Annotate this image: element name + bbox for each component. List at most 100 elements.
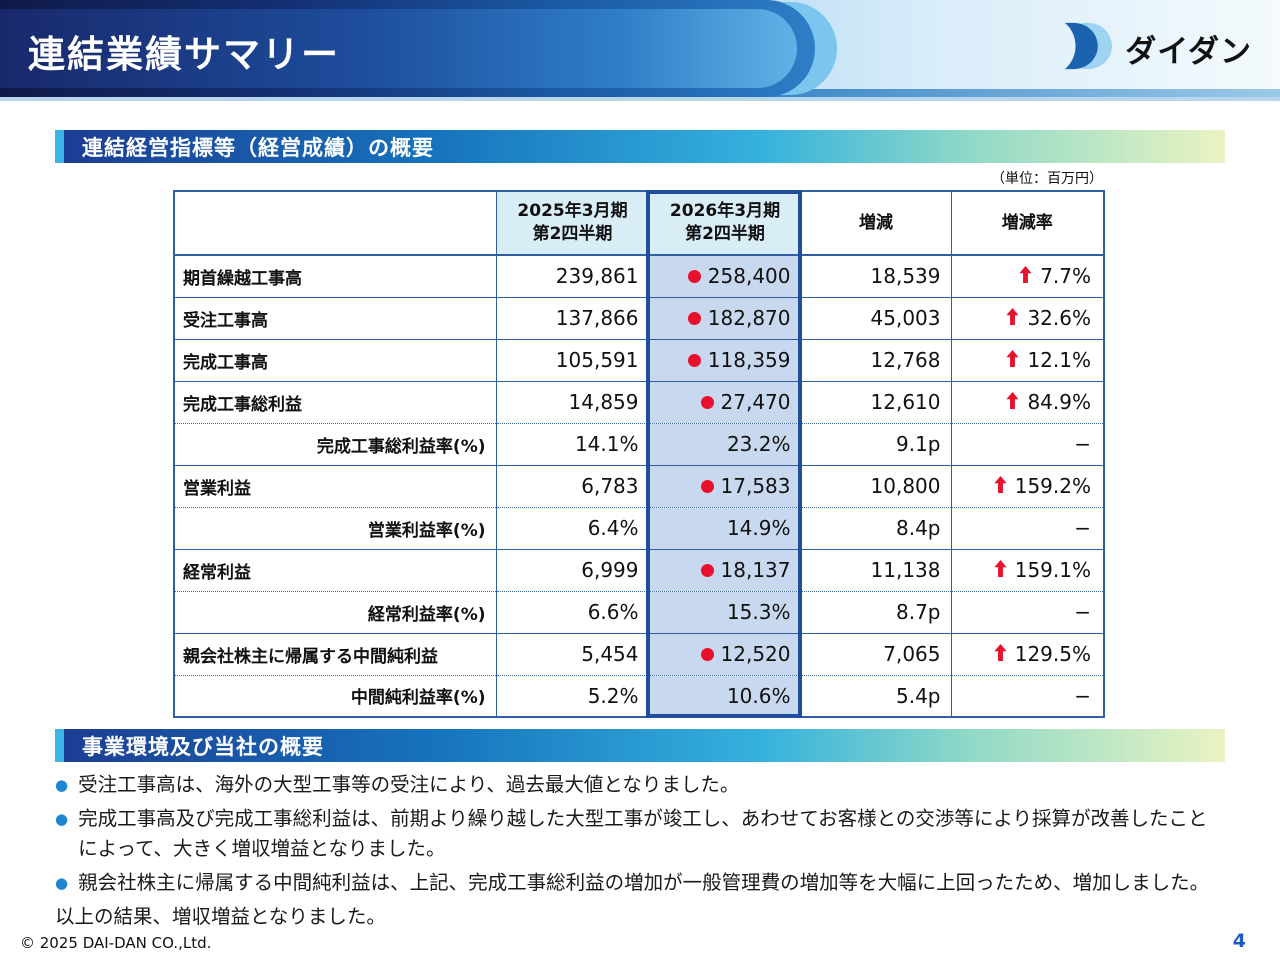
table-row: 経常利益率(%) 6.6% 15.3% 8.7p − <box>173 591 1105 634</box>
value-2026: 23.2% <box>648 423 802 466</box>
page-title: 連結業績サマリー <box>28 33 340 76</box>
value-2026-text: 258,400 <box>707 264 791 289</box>
value-2026-text: 23.2% <box>726 432 791 456</box>
company-logo-text: ダイダン <box>1125 33 1252 70</box>
value-2026-text: 182,870 <box>707 306 791 330</box>
up-arrow-icon <box>994 558 1007 582</box>
table-row: 営業利益 6,783 17,583 10,800 159.2% <box>173 465 1105 508</box>
section-performance-title: 連結経営指標等（経営成績）の概要 <box>64 130 1225 163</box>
table-row: 期首繰越工事高 239,861 258,400 18,539 7.7% <box>173 255 1105 298</box>
table-row: 親会社株主に帰属する中間純利益 5,454 12,520 7,065 129.5% <box>173 633 1105 676</box>
value-change-rate: 159.1% <box>950 549 1105 592</box>
value-diff: 18,539 <box>800 255 952 298</box>
closing-line: 以上の結果、増収増益となりました。 <box>55 905 386 928</box>
row-label: 親会社株主に帰属する中間純利益 <box>173 633 497 676</box>
column-header-diff: 増減 <box>800 191 952 256</box>
highlight-dot-icon <box>687 312 701 325</box>
value-2026-text: 18,137 <box>720 558 791 582</box>
table-row: 完成工事高 105,591 118,359 12,768 12.1% <box>173 339 1105 382</box>
results-table-wrapper: 2025年3月期 第2四半期 2026年3月期 第2四半期 増減 増減率 期首繰… <box>173 190 1105 718</box>
value-change-rate: 32.6% <box>950 297 1105 340</box>
section-accent-bar <box>55 729 64 762</box>
row-label: 完成工事高 <box>173 339 497 382</box>
highlight-dot-icon <box>687 270 701 284</box>
slide-header: 連結業績サマリー ダイダン <box>0 0 1280 97</box>
value-2025: 6.4% <box>495 507 650 550</box>
value-2025: 6.6% <box>495 591 650 634</box>
value-change-text: − <box>1074 516 1091 540</box>
value-change-rate: − <box>950 507 1105 550</box>
value-2026: 17,583 <box>648 465 802 508</box>
column-header-blank <box>173 191 497 256</box>
value-diff: 8.7p <box>800 591 952 634</box>
row-label: 営業利益 <box>173 465 497 508</box>
value-change-text: 129.5% <box>1014 642 1091 666</box>
value-2026: 12,520 <box>648 633 802 676</box>
value-2025: 14.1% <box>495 423 650 466</box>
bullet-dot-icon: ● <box>55 776 69 794</box>
value-2025: 14,859 <box>495 381 650 424</box>
value-diff: 8.4p <box>800 507 952 550</box>
value-2026: 14.9% <box>648 507 802 550</box>
value-change-rate: − <box>950 675 1105 717</box>
value-change-text: 159.2% <box>1014 474 1091 498</box>
value-2026: 182,870 <box>648 297 802 340</box>
bullet-item: ● 完成工事高及び完成工事総利益は、前期より繰り越した大型工事が竣工し、あわせてお… <box>55 804 1225 864</box>
results-table: 2025年3月期 第2四半期 2026年3月期 第2四半期 増減 増減率 期首繰… <box>173 190 1105 718</box>
business-notes: ● 受注工事高は、海外の大型工事等の受注により、過去最大値となりました。 ● 完成工事… <box>55 770 1225 932</box>
value-diff: 5.4p <box>800 675 952 717</box>
value-diff: 12,610 <box>800 381 952 424</box>
value-diff: 7,065 <box>800 633 952 676</box>
table-row: 完成工事総利益 14,859 27,470 12,610 84.9% <box>173 381 1105 424</box>
value-2026: 258,400 <box>648 255 802 298</box>
row-label: 受注工事高 <box>173 297 497 340</box>
table-row: 中間純利益率(%) 5.2% 10.6% 5.4p − <box>173 675 1105 717</box>
page-number: 4 <box>1232 930 1246 952</box>
value-2026: 27,470 <box>648 381 802 424</box>
value-change-rate: 159.2% <box>950 465 1105 508</box>
value-2026: 118,359 <box>648 339 802 382</box>
bullet-dot-icon: ● <box>55 874 69 892</box>
highlight-dot-icon <box>700 396 714 409</box>
row-label: 期首繰越工事高 <box>173 255 497 298</box>
value-change-rate: 84.9% <box>950 381 1105 424</box>
value-change-text: 159.1% <box>1014 558 1091 582</box>
up-arrow-icon <box>994 474 1007 498</box>
up-arrow-icon <box>994 642 1007 666</box>
section-performance-header: 連結経営指標等（経営成績）の概要 <box>55 130 1225 163</box>
value-2026-text: 12,520 <box>720 642 791 666</box>
column-header-2026: 2026年3月期 第2四半期 <box>648 191 802 256</box>
row-label: 経常利益 <box>173 549 497 592</box>
highlight-dot-icon <box>700 648 714 661</box>
value-change-text: 84.9% <box>1027 390 1091 414</box>
table-row: 営業利益率(%) 6.4% 14.9% 8.4p − <box>173 507 1105 550</box>
table-row: 受注工事高 137,866 182,870 45,003 32.6% <box>173 297 1105 340</box>
slide-footer: © 2025 DAI-DAN CO.,Ltd. 4 <box>0 926 1280 952</box>
bullet-text: 親会社株主に帰属する中間純利益は、上記、完成工事総利益の増加が一般管理費の増加等… <box>78 871 1210 894</box>
daidan-d-mark-icon <box>1061 22 1115 74</box>
value-2025: 6,783 <box>495 465 650 508</box>
value-2026-text: 10.6% <box>726 683 791 708</box>
up-arrow-icon <box>1006 390 1020 414</box>
bullet-item: ● 受注工事高は、海外の大型工事等の受注により、過去最大値となりました。 <box>55 770 1225 800</box>
value-2026-text: 14.9% <box>726 516 791 540</box>
header-underline <box>0 97 1280 101</box>
row-label: 完成工事総利益 <box>173 381 497 424</box>
value-2026-text: 118,359 <box>707 348 791 372</box>
copyright-text: © 2025 DAI-DAN CO.,Ltd. <box>20 934 212 952</box>
bullet-item: ● 親会社株主に帰属する中間純利益は、上記、完成工事総利益の増加が一般管理費の増加… <box>55 868 1225 898</box>
value-2025: 105,591 <box>495 339 650 382</box>
value-2025: 6,999 <box>495 549 650 592</box>
row-label: 営業利益率(%) <box>173 507 497 550</box>
up-arrow-icon <box>1006 306 1020 330</box>
bullet-text: 完成工事高及び完成工事総利益は、前期より繰り越した大型工事が竣工し、あわせてお客… <box>78 807 1208 860</box>
value-diff: 45,003 <box>800 297 952 340</box>
value-2026-text: 27,470 <box>720 390 791 414</box>
value-change-text: − <box>1074 683 1091 708</box>
column-header-change-rate: 増減率 <box>950 191 1105 256</box>
section-business-header: 事業環境及び当社の概要 <box>55 729 1225 762</box>
value-2025: 137,866 <box>495 297 650 340</box>
value-2026: 15.3% <box>648 591 802 634</box>
value-change-text: − <box>1074 600 1091 624</box>
section-business-title: 事業環境及び当社の概要 <box>64 729 1225 762</box>
